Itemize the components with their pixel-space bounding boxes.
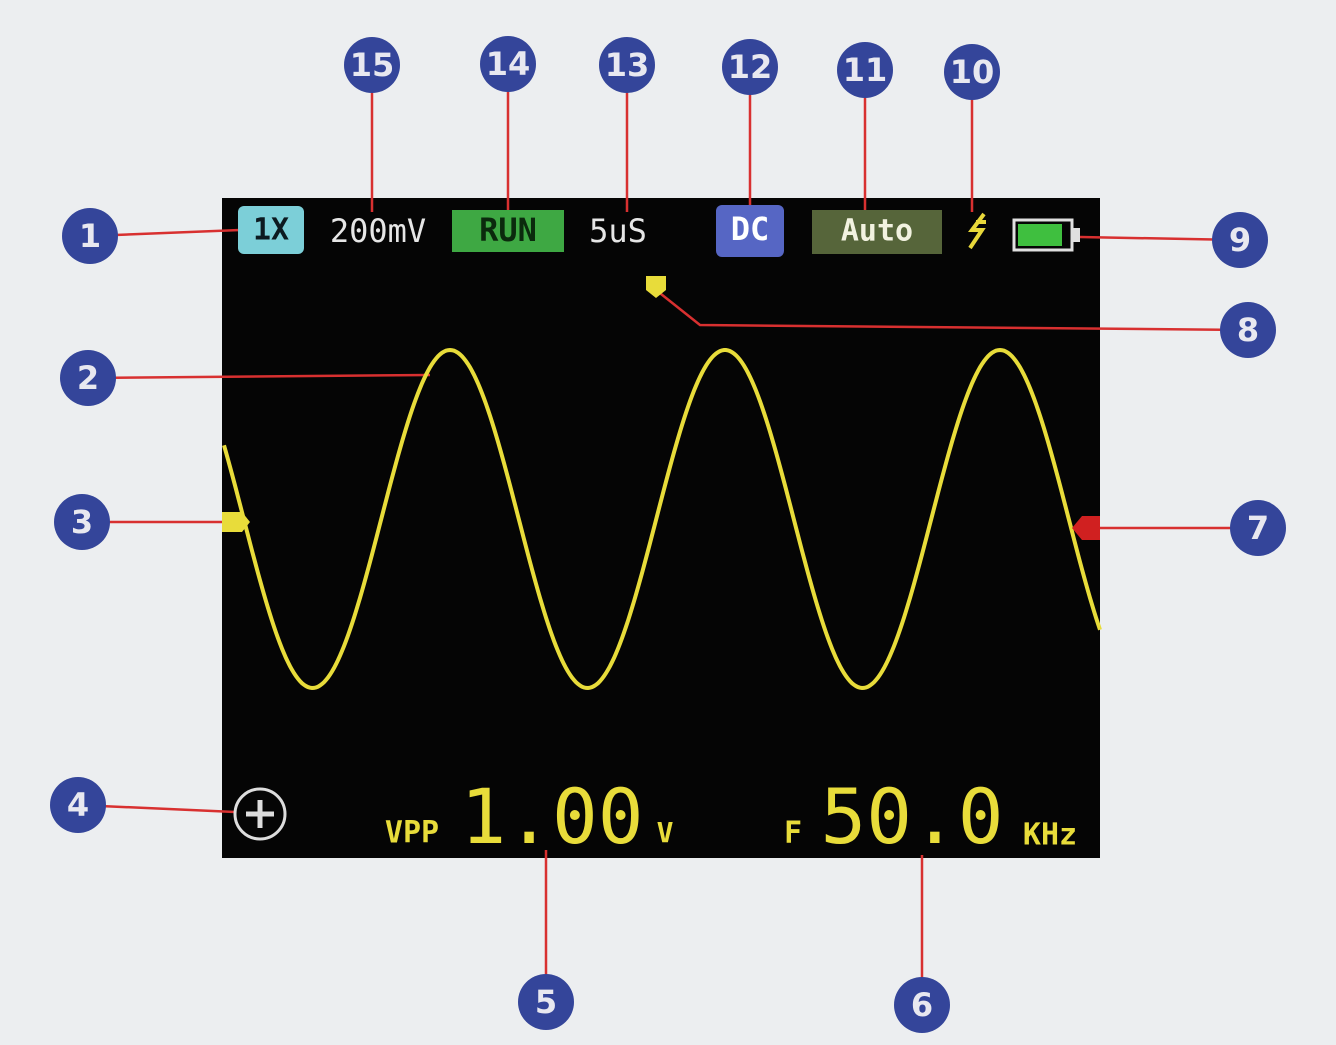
freq-value: 50.0 [820,772,1003,861]
callout-number: 14 [486,45,531,83]
callout-number: 11 [843,51,888,89]
callout-number: 6 [911,986,933,1024]
page: 1X 200mV RUN 5uS DC Auto VPP 1.00 V F 50… [0,0,1336,1045]
callout-number: 1 [79,217,101,255]
vpp-value: 1.00 [460,772,643,861]
freq-label: F [784,816,802,851]
vpp-label: VPP [385,816,439,851]
callout-number: 10 [950,53,995,91]
callout-number: 2 [77,359,99,397]
callout-number: 15 [350,46,395,84]
time-per-div: 5uS [589,212,647,250]
callout-number: 4 [67,786,89,824]
callout-number: 7 [1247,509,1269,547]
freq-unit: KHz [1023,818,1077,853]
probe: 1X [253,213,289,248]
callout-number: 13 [605,46,650,84]
volts-per-div: 200mV [330,212,426,250]
battery-level [1018,224,1062,246]
callout-number: 9 [1229,221,1251,259]
vpp-unit: V [657,816,674,849]
screen [222,198,1100,858]
callout-number: 8 [1237,311,1259,349]
callout-number: 3 [71,503,93,541]
coupling: DC [731,210,770,248]
diagram: 1X 200mV RUN 5uS DC Auto VPP 1.00 V F 50… [0,0,1336,1045]
callout-number: 12 [728,48,773,86]
battery-tip [1072,228,1080,242]
run-state: RUN [479,211,537,249]
trigger-mode: Auto [841,214,913,249]
callout-number: 5 [535,983,557,1021]
